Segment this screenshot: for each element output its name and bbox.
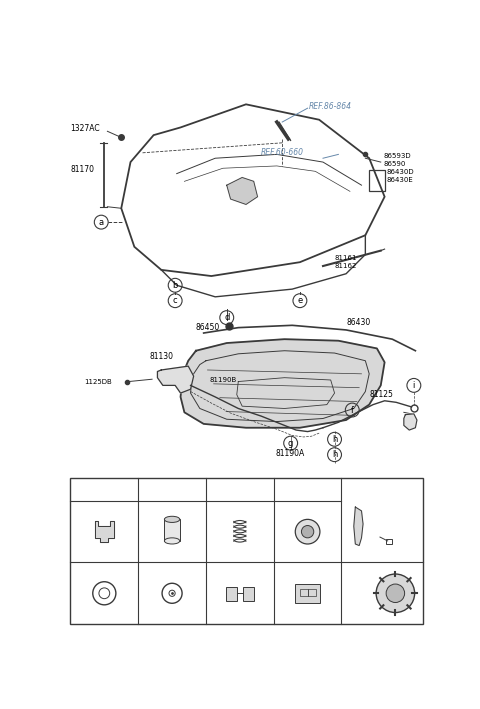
- Text: 81174: 81174: [87, 485, 111, 494]
- Text: g: g: [211, 504, 216, 513]
- Text: h: h: [279, 504, 284, 513]
- Text: 82191: 82191: [87, 504, 111, 513]
- Polygon shape: [227, 177, 258, 204]
- Text: 81199: 81199: [291, 504, 315, 513]
- Circle shape: [295, 520, 320, 544]
- Text: a: a: [76, 485, 81, 494]
- Text: b: b: [144, 485, 148, 494]
- Text: 86430E: 86430E: [387, 177, 414, 183]
- Text: 1243FC: 1243FC: [363, 510, 388, 515]
- Text: 86593D: 86593D: [383, 153, 411, 159]
- Text: a: a: [99, 218, 104, 227]
- Text: 86430: 86430: [346, 318, 371, 327]
- Bar: [300, 588, 308, 596]
- Polygon shape: [157, 366, 193, 393]
- Text: f: f: [144, 504, 147, 513]
- Text: 81190A: 81190A: [275, 449, 304, 457]
- Text: 81190B: 81190B: [209, 377, 236, 383]
- Text: c: c: [212, 485, 216, 494]
- Text: 1125DB: 1125DB: [84, 379, 112, 384]
- Ellipse shape: [164, 538, 180, 544]
- Circle shape: [386, 584, 405, 603]
- Text: 86430D: 86430D: [387, 169, 415, 175]
- Circle shape: [376, 574, 415, 613]
- Text: 81738A: 81738A: [223, 485, 252, 494]
- Text: 82191: 82191: [155, 485, 179, 494]
- Text: e: e: [297, 296, 302, 305]
- Text: 81130: 81130: [150, 352, 174, 361]
- Text: 86450: 86450: [196, 323, 220, 332]
- Text: 1243BD: 1243BD: [363, 517, 389, 523]
- Text: i: i: [348, 485, 350, 494]
- Text: REF.86-864: REF.86-864: [309, 102, 352, 111]
- Text: REF.60-660: REF.60-660: [261, 148, 304, 157]
- Bar: [226, 587, 237, 601]
- Polygon shape: [95, 521, 114, 542]
- Bar: [369, 169, 384, 191]
- Text: 1731JC: 1731JC: [291, 485, 317, 494]
- Text: 98662B: 98662B: [223, 504, 252, 513]
- Text: b: b: [172, 281, 178, 290]
- Text: 81161: 81161: [335, 255, 357, 262]
- Text: 86590: 86590: [383, 161, 406, 167]
- Text: 81180: 81180: [345, 586, 366, 593]
- Bar: [308, 588, 316, 596]
- Bar: [386, 540, 392, 544]
- Bar: [243, 587, 254, 601]
- Polygon shape: [180, 339, 384, 428]
- Bar: [295, 584, 320, 603]
- Circle shape: [301, 525, 314, 538]
- Text: 81385B: 81385B: [384, 615, 409, 621]
- Text: d: d: [224, 313, 229, 322]
- Text: 81125: 81125: [369, 390, 393, 399]
- Text: 81180E: 81180E: [382, 527, 407, 533]
- Text: c: c: [173, 296, 178, 305]
- Text: h: h: [332, 450, 337, 459]
- Text: h: h: [332, 435, 337, 444]
- Polygon shape: [354, 507, 363, 545]
- Text: 81162: 81162: [335, 263, 357, 269]
- Text: 81170: 81170: [71, 165, 95, 174]
- Bar: [164, 520, 180, 541]
- Text: e: e: [76, 504, 81, 513]
- Text: f: f: [351, 406, 354, 415]
- Text: 81126: 81126: [155, 504, 179, 513]
- Text: 1327AC: 1327AC: [71, 125, 100, 133]
- Text: i: i: [413, 381, 415, 390]
- Text: d: d: [279, 485, 284, 494]
- Text: g: g: [288, 439, 293, 447]
- Bar: [71, 478, 423, 624]
- Ellipse shape: [164, 516, 180, 523]
- Polygon shape: [404, 414, 417, 430]
